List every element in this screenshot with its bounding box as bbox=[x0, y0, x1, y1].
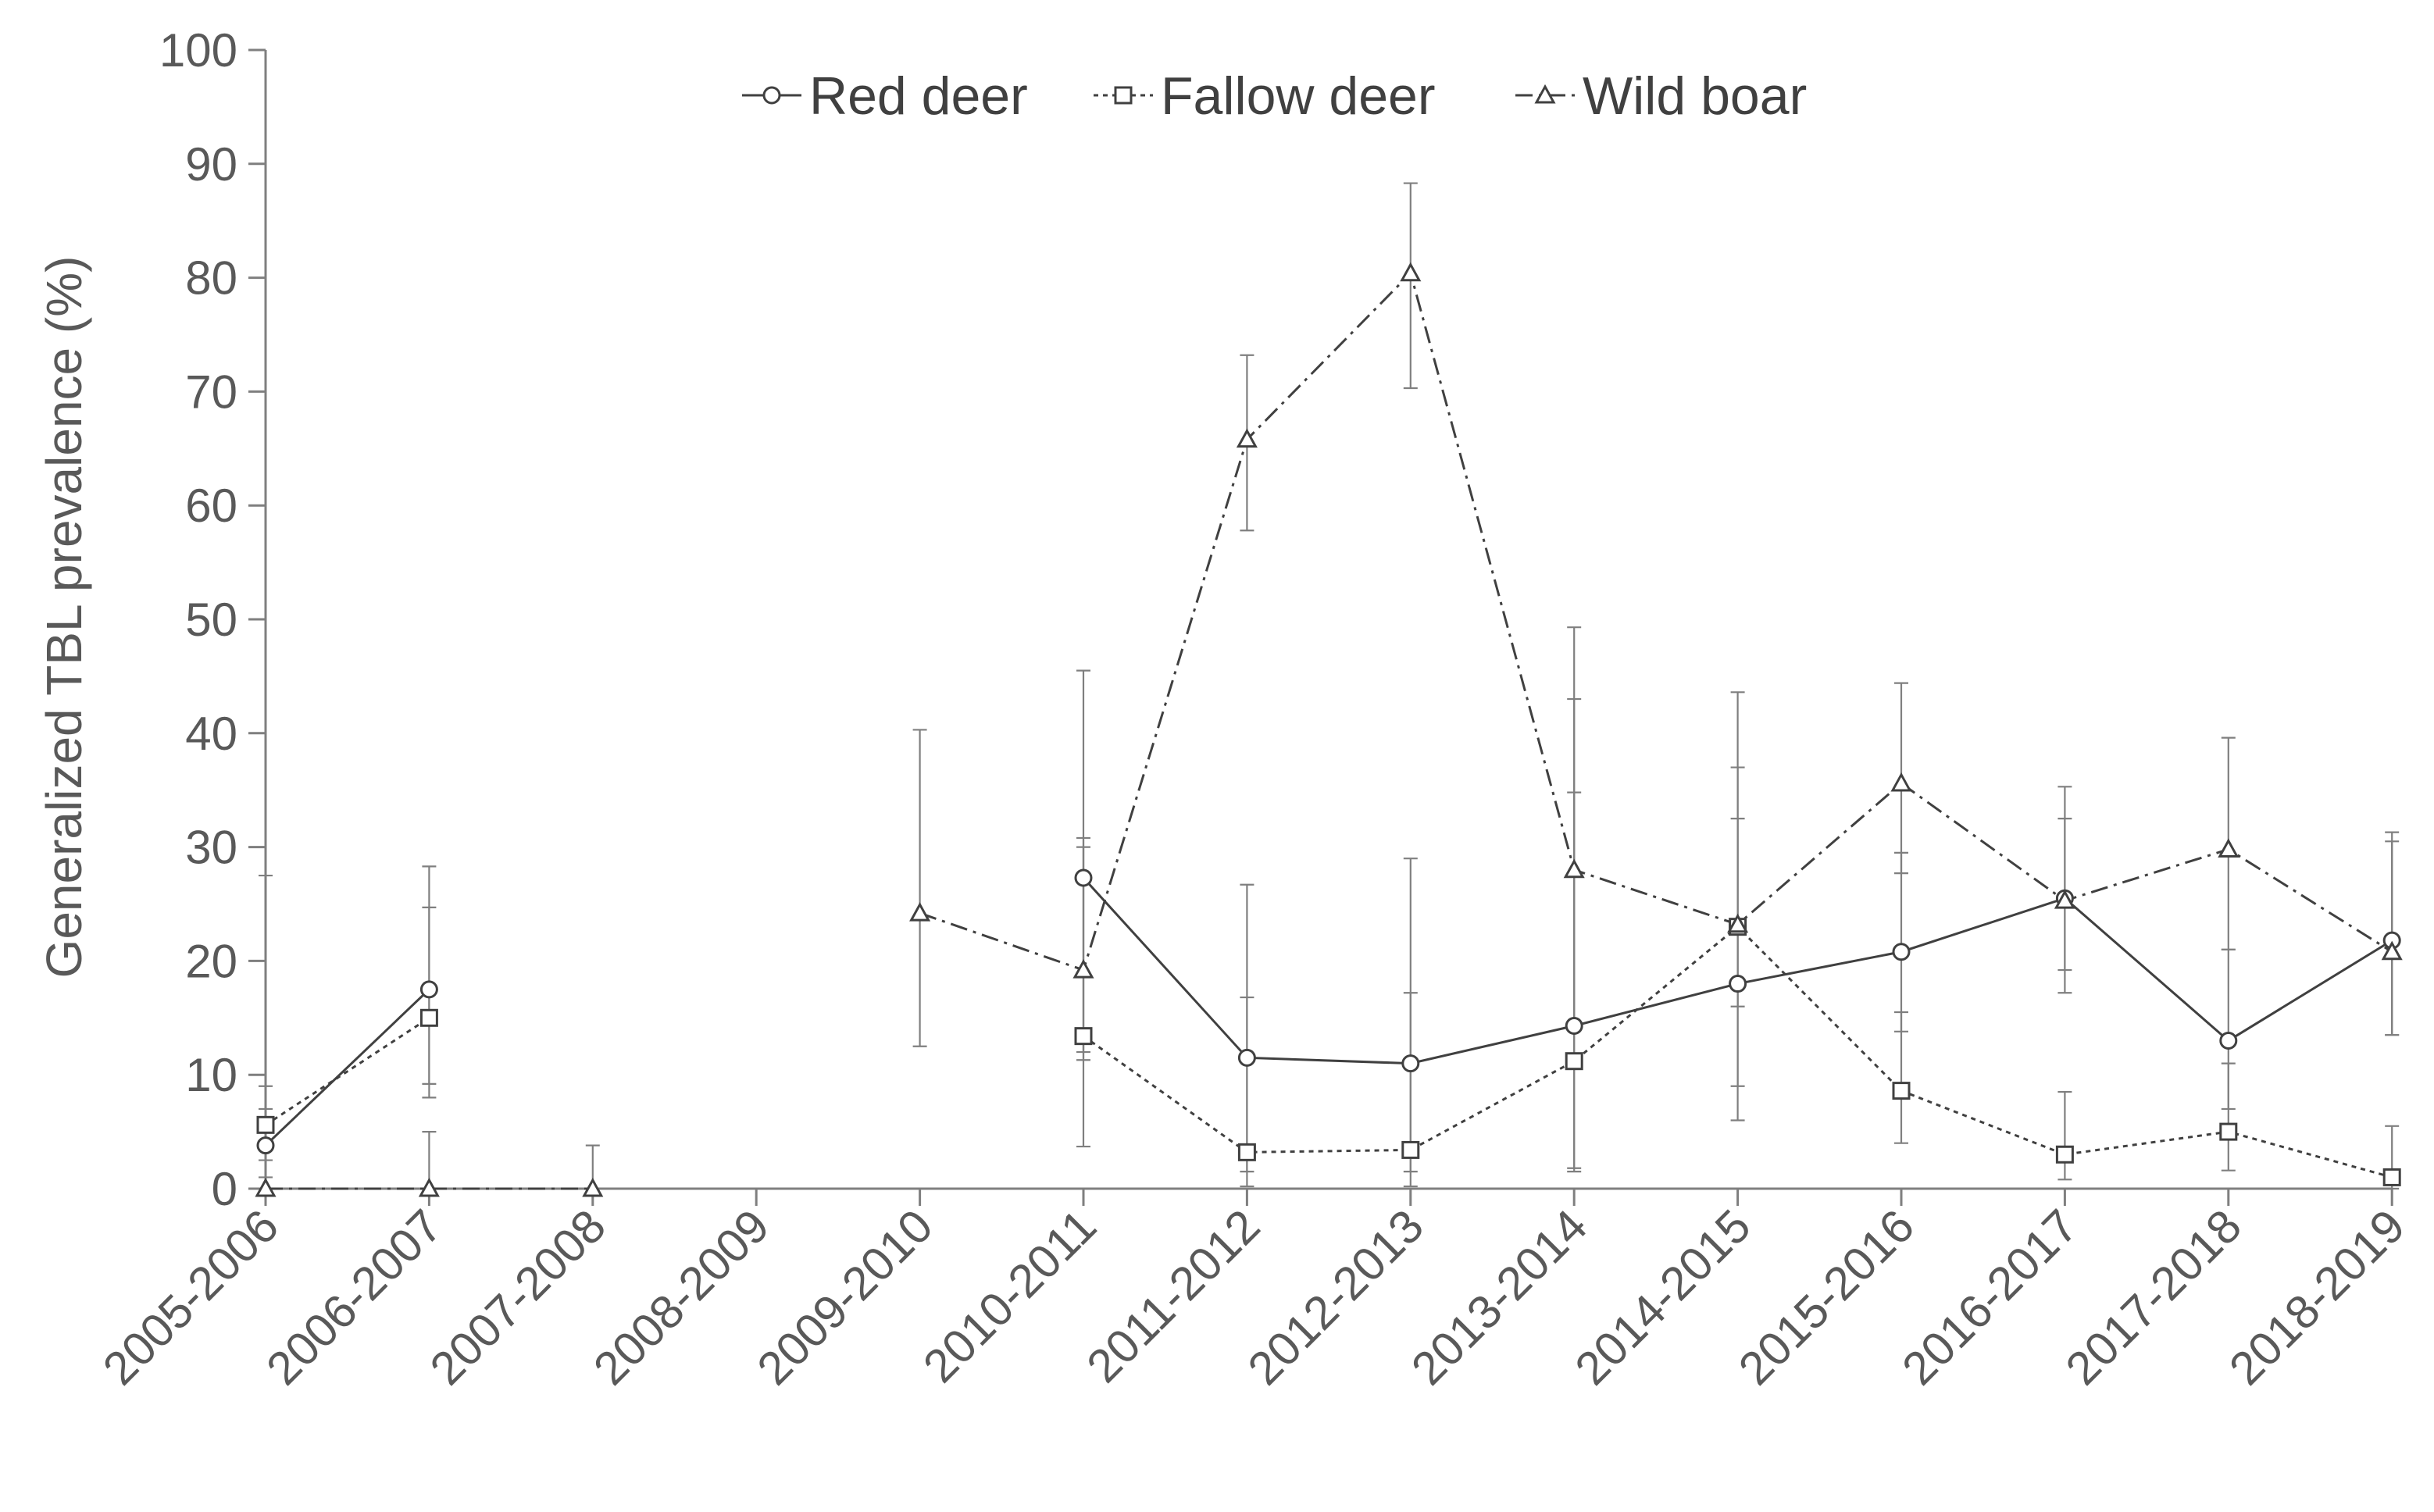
y-tick-label: 60 bbox=[185, 480, 237, 532]
fallow-deer-point bbox=[256, 1115, 275, 1134]
fallow-deer-line bbox=[265, 1017, 430, 1126]
y-tick-label: 70 bbox=[185, 366, 237, 418]
y-tick-label: 50 bbox=[185, 594, 237, 646]
red-deer-point bbox=[1074, 868, 1093, 887]
wild-boar-point bbox=[1890, 772, 1912, 792]
fallow-deer-point bbox=[1565, 1052, 1583, 1071]
fallow-deer-point bbox=[1074, 1027, 1093, 1046]
wild-boar-point bbox=[1236, 428, 1258, 448]
y-tick-label: 80 bbox=[185, 252, 237, 305]
x-tick-label: 2006-2007 bbox=[256, 1200, 451, 1395]
x-tick-label: 2018-2019 bbox=[2219, 1200, 2414, 1395]
wild-boar-point bbox=[2218, 838, 2239, 858]
red-deer-point bbox=[1565, 1017, 1583, 1036]
legend-red-deer-marker bbox=[762, 86, 781, 105]
red-deer-point bbox=[419, 980, 438, 999]
y-tick-label: 30 bbox=[185, 822, 237, 874]
wild-boar-point bbox=[1727, 913, 1749, 933]
red-deer-point bbox=[2219, 1031, 2238, 1050]
x-tick-label: 2010-2011 bbox=[913, 1200, 1106, 1393]
wild-boar-point bbox=[418, 1177, 440, 1197]
fallow-deer-point bbox=[2055, 1145, 2074, 1164]
red-deer-point bbox=[1892, 943, 1911, 961]
red-deer-point bbox=[256, 1136, 275, 1155]
fallow-deer-point bbox=[2382, 1168, 2401, 1186]
wild-boar-point bbox=[909, 902, 931, 922]
y-tick-label: 90 bbox=[185, 138, 237, 191]
wild-boar-point bbox=[582, 1177, 604, 1197]
wild-boar-point bbox=[1563, 858, 1585, 879]
error-bars bbox=[259, 182, 2400, 1190]
legend-wild-boar-label: Wild boar bbox=[1583, 66, 1807, 126]
legend-fallow-deer-marker bbox=[1114, 86, 1133, 105]
fallow-deer-point bbox=[2219, 1122, 2238, 1141]
x-tick-label: 2012-2013 bbox=[1238, 1200, 1433, 1395]
x-tick-label: 2007-2008 bbox=[420, 1200, 616, 1395]
series-markers bbox=[255, 262, 2403, 1197]
x-tick-label: 2014-2015 bbox=[1565, 1200, 1761, 1395]
x-tick-label: 2005-2006 bbox=[93, 1200, 288, 1395]
red-deer-point bbox=[1729, 975, 1747, 993]
x-tick-label: 2009-2010 bbox=[748, 1200, 943, 1395]
red-deer-line bbox=[264, 988, 430, 1146]
y-tick-label: 20 bbox=[185, 935, 237, 987]
series-lines bbox=[264, 270, 2393, 1190]
x-tick-label: 2011-2012 bbox=[1076, 1200, 1269, 1393]
legend-red-deer-label: Red deer bbox=[809, 66, 1028, 126]
y-tick-label: 100 bbox=[159, 24, 237, 77]
y-tick-label: 40 bbox=[185, 708, 237, 760]
y-axis-label: Generalized TBL prevalence (%) bbox=[36, 256, 92, 979]
wild-boar-point bbox=[2381, 940, 2403, 961]
wild-boar-point bbox=[1072, 958, 1094, 979]
x-tick-label: 2015-2016 bbox=[1729, 1200, 1924, 1395]
fallow-deer-point bbox=[1401, 1140, 1420, 1159]
x-tick-label: 2017-2018 bbox=[2056, 1200, 2251, 1395]
x-tick-label: 2008-2009 bbox=[584, 1200, 779, 1395]
fallow-deer-point bbox=[1237, 1143, 1256, 1161]
x-tick-label: 2013-2014 bbox=[1401, 1200, 1597, 1395]
fallow-deer-point bbox=[419, 1008, 438, 1027]
fallow-deer-point bbox=[1892, 1082, 1911, 1100]
red-deer-point bbox=[1237, 1048, 1256, 1067]
legend-wild-boar-marker bbox=[1534, 84, 1556, 104]
y-tick-label: 0 bbox=[212, 1163, 237, 1215]
y-tick-label: 10 bbox=[185, 1049, 237, 1101]
red-deer-point bbox=[1401, 1054, 1420, 1073]
wild-boar-point bbox=[255, 1177, 277, 1197]
wild-boar-point bbox=[2054, 890, 2075, 909]
legend: Red deer Fallow deer Wild boar bbox=[742, 66, 1807, 126]
legend-fallow-deer-label: Fallow deer bbox=[1161, 66, 1436, 126]
wild-boar-point bbox=[1400, 262, 1422, 282]
wild-boar-line bbox=[919, 270, 2393, 972]
x-tick-label: 2016-2017 bbox=[1892, 1200, 2087, 1395]
